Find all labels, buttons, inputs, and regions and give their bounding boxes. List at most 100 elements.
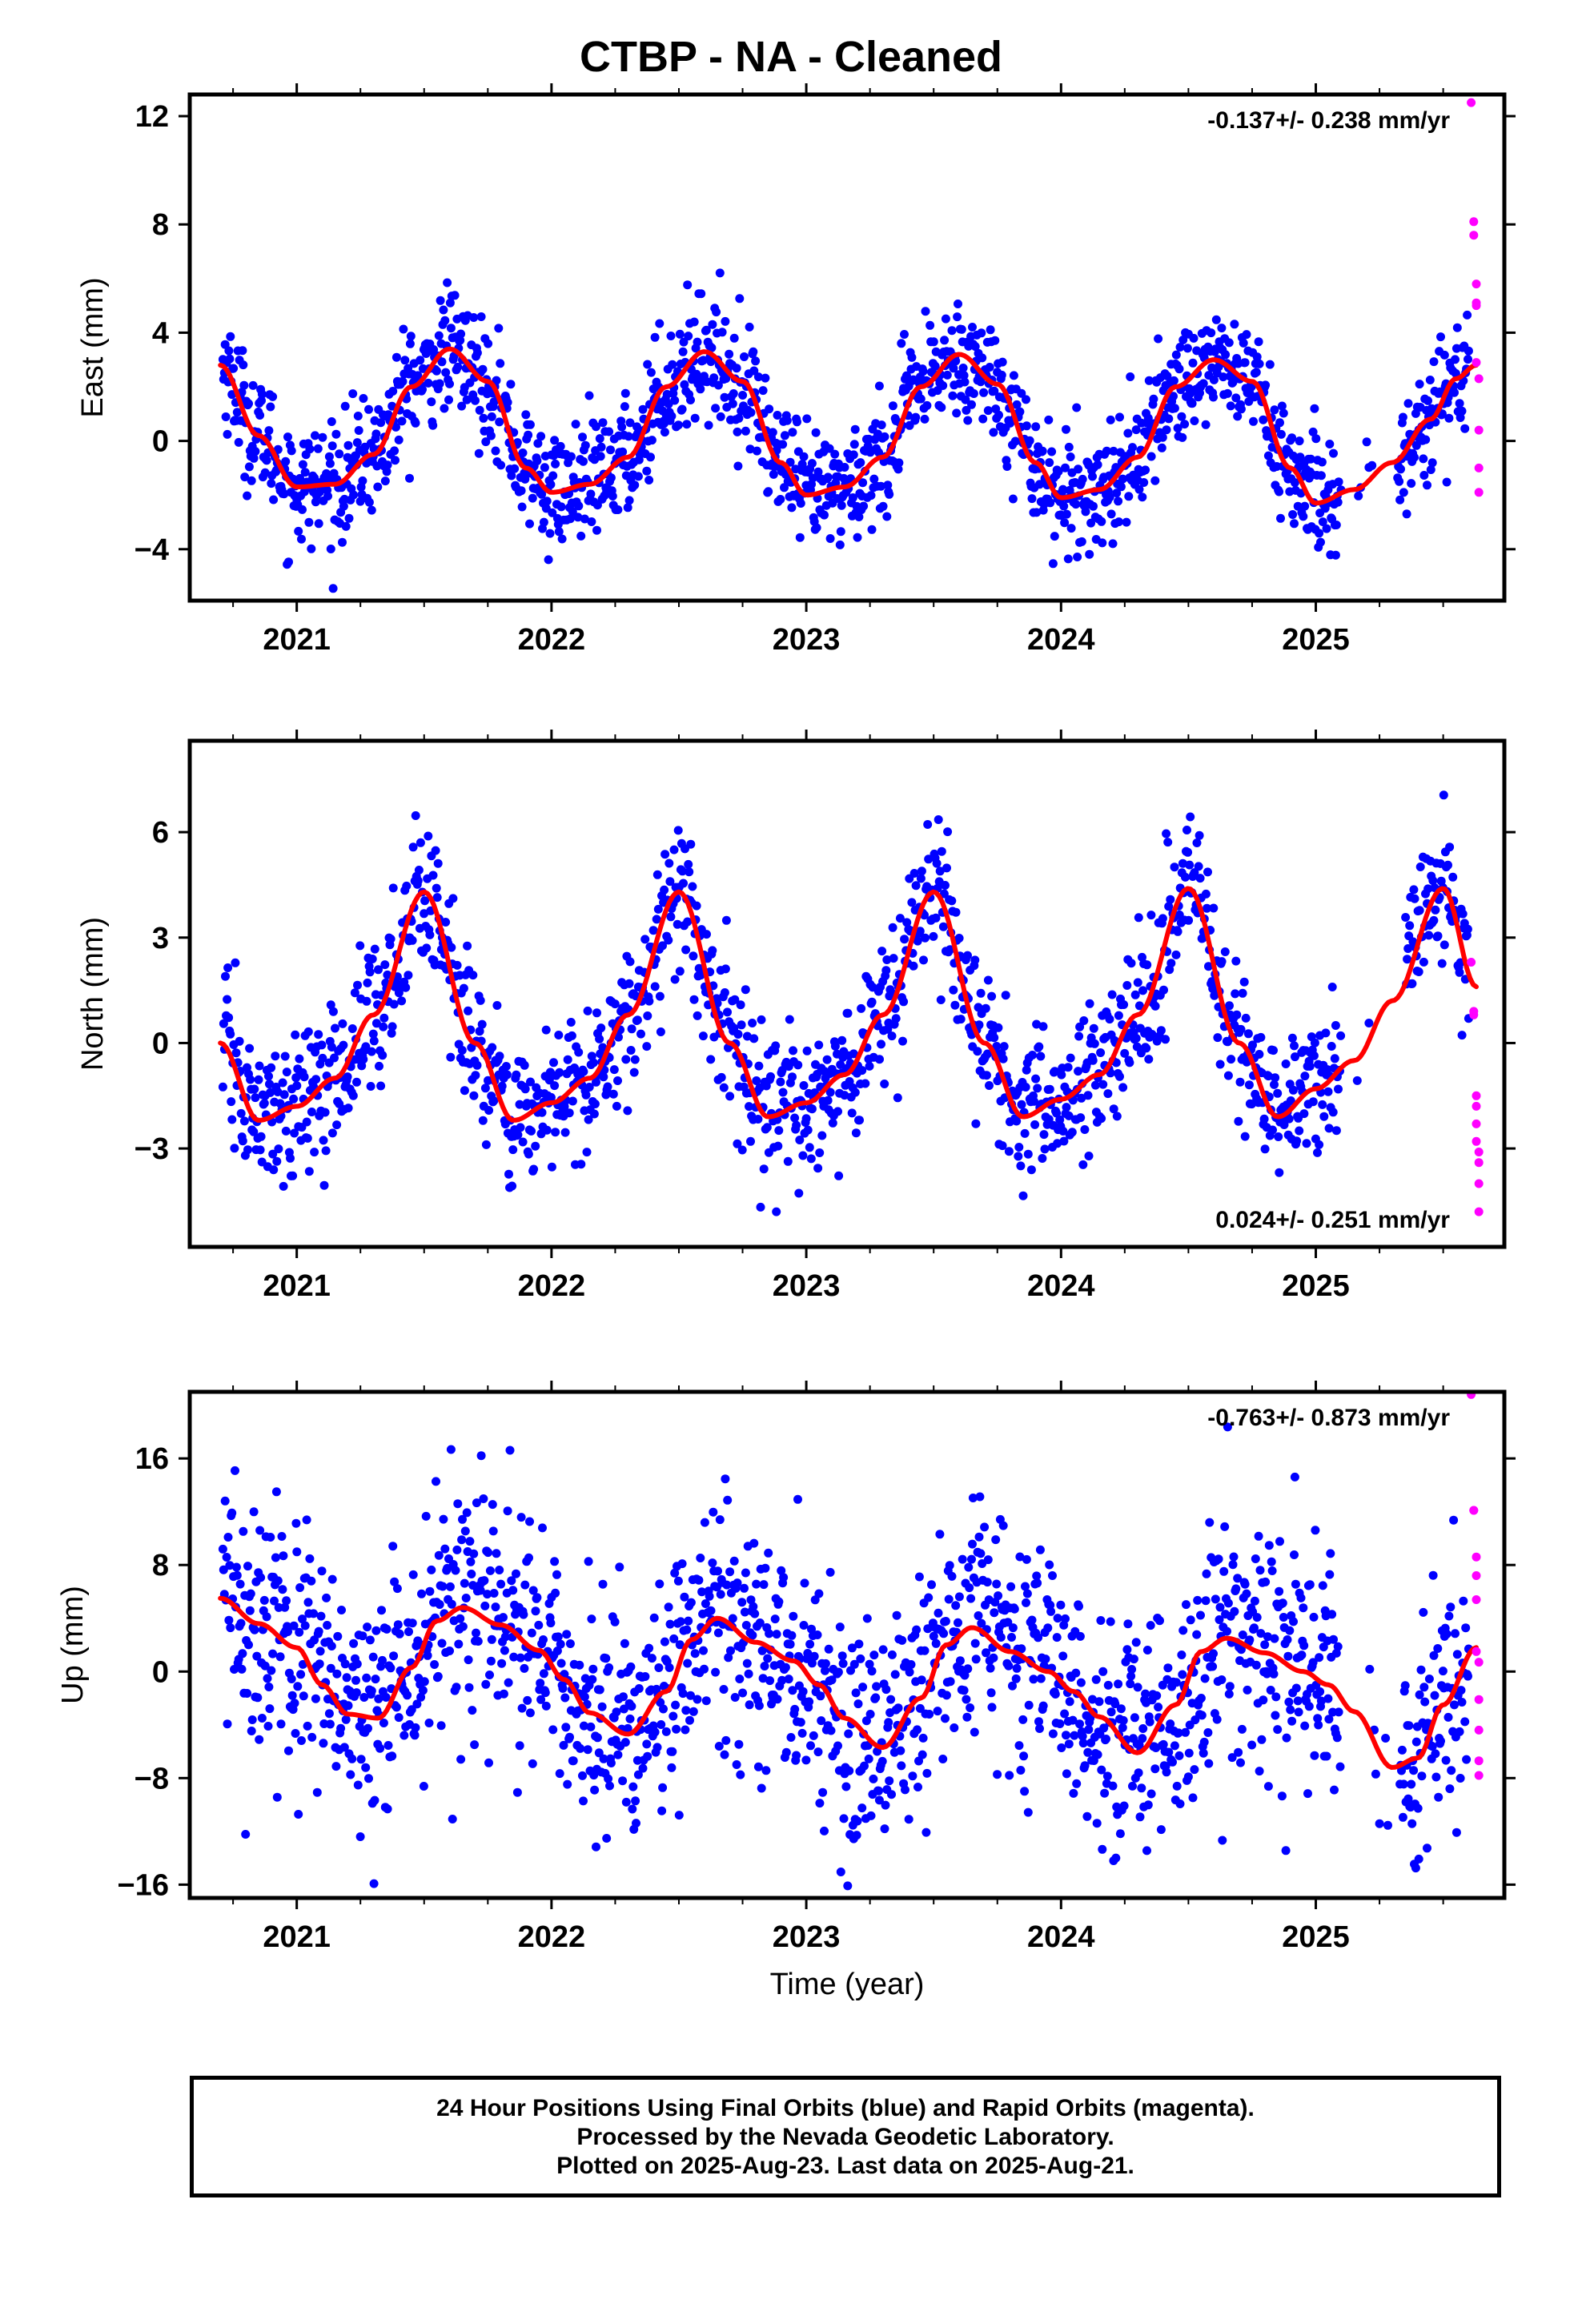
final-point — [1077, 537, 1086, 546]
final-point — [568, 507, 577, 517]
final-point — [1183, 847, 1193, 857]
final-point — [670, 396, 680, 405]
final-point — [1331, 521, 1341, 529]
final-point — [592, 1077, 600, 1087]
final-point — [990, 336, 1000, 345]
final-point — [390, 446, 400, 456]
final-point — [1299, 1109, 1309, 1119]
final-point — [874, 448, 883, 457]
final-point — [760, 1662, 769, 1671]
final-point — [1026, 1165, 1036, 1175]
final-point — [1315, 1653, 1324, 1663]
final-point — [320, 1108, 330, 1117]
final-point — [861, 1716, 871, 1726]
final-point — [1450, 1700, 1459, 1710]
final-point — [1452, 1827, 1461, 1837]
final-point — [400, 356, 410, 365]
final-point — [1291, 1052, 1299, 1062]
final-point — [316, 1611, 326, 1621]
final-point — [1330, 1054, 1339, 1063]
final-point — [338, 537, 347, 547]
final-point — [265, 1704, 275, 1714]
final-point — [517, 502, 527, 512]
final-point — [1271, 1711, 1280, 1720]
final-point — [561, 1723, 571, 1732]
final-point — [343, 1701, 353, 1711]
final-point — [465, 1537, 475, 1546]
final-point — [962, 405, 971, 415]
final-point — [789, 1611, 798, 1621]
final-point — [1205, 1518, 1215, 1527]
final-point — [408, 935, 417, 945]
final-point — [721, 1735, 731, 1745]
final-point — [1062, 1103, 1071, 1112]
final-point — [692, 369, 701, 379]
final-point — [1111, 463, 1121, 472]
final-point — [781, 1747, 791, 1757]
final-point — [759, 1164, 769, 1174]
final-point — [274, 1144, 283, 1154]
final-point — [1367, 460, 1377, 470]
final-point — [721, 316, 730, 326]
final-point — [1115, 1072, 1124, 1081]
final-point — [631, 1796, 640, 1806]
final-point — [462, 395, 472, 404]
final-point — [1105, 493, 1114, 502]
final-point — [1075, 1022, 1085, 1031]
final-point — [548, 508, 557, 517]
final-point — [1275, 487, 1284, 497]
final-point — [940, 336, 950, 345]
final-point — [343, 440, 353, 450]
final-point — [642, 1042, 652, 1051]
final-point — [433, 1671, 443, 1681]
final-point — [772, 1630, 781, 1639]
final-point — [1423, 480, 1431, 490]
final-point — [680, 1592, 689, 1602]
final-point — [1429, 1651, 1439, 1660]
final-point — [759, 1580, 769, 1590]
final-point — [1287, 1033, 1297, 1043]
final-point — [1460, 424, 1470, 433]
final-point — [950, 1723, 959, 1732]
y-axis-title: North (mm) — [76, 917, 110, 1071]
final-point — [398, 376, 408, 386]
final-point — [921, 307, 930, 316]
final-point — [430, 1660, 440, 1669]
final-point — [1327, 1042, 1336, 1051]
final-point — [798, 1687, 808, 1696]
final-point — [1308, 427, 1318, 436]
final-point — [525, 519, 534, 529]
final-point — [938, 1755, 948, 1763]
final-point — [1182, 344, 1192, 353]
final-point — [560, 1693, 570, 1703]
final-point — [799, 1621, 809, 1630]
final-point — [1150, 476, 1160, 485]
final-point — [1407, 979, 1417, 988]
final-point — [1199, 1748, 1208, 1758]
final-point — [1218, 1835, 1227, 1845]
final-point — [592, 1842, 600, 1852]
final-point — [696, 1554, 705, 1562]
final-point — [1255, 1767, 1264, 1776]
final-point — [899, 997, 909, 1007]
final-point — [848, 493, 857, 502]
final-point — [793, 1494, 802, 1504]
final-point — [954, 300, 962, 308]
final-point — [1336, 1031, 1346, 1040]
final-point — [883, 480, 893, 490]
final-point — [1239, 338, 1248, 348]
final-point — [580, 440, 590, 450]
final-point — [706, 1055, 716, 1064]
final-point — [435, 1600, 444, 1609]
final-point — [998, 1054, 1008, 1063]
final-point — [1318, 517, 1327, 527]
final-point — [544, 555, 553, 565]
rapid-point — [1472, 1595, 1481, 1604]
final-point — [579, 1067, 588, 1076]
final-point — [1021, 1083, 1030, 1092]
final-point — [541, 1701, 551, 1711]
final-point — [949, 364, 958, 373]
final-point — [803, 1649, 813, 1658]
final-point — [282, 1068, 291, 1077]
final-point — [877, 420, 886, 430]
